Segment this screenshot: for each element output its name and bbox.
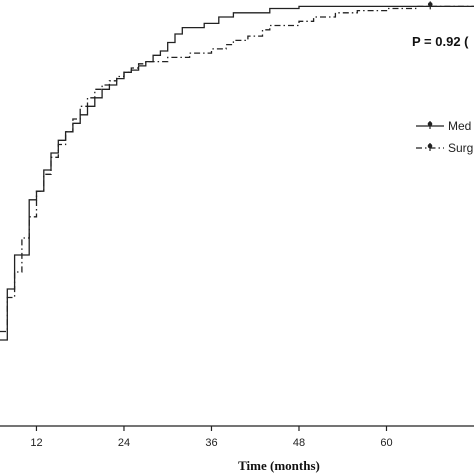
censor-dot [427,2,433,7]
x-tick-label: 36 [205,437,217,449]
plot-area [0,1,474,341]
legend-label: Surg [448,141,473,155]
legend-marker-dot [427,143,433,149]
series-line-surg [0,5,474,333]
legend: Med Surg [416,119,473,155]
p-value-annotation: P = 0.92 ( [412,34,469,49]
x-tick-label: 60 [380,437,392,449]
x-ticks: 12 24 36 48 60 [30,426,393,449]
x-axis-title: Time (months) [238,458,320,473]
legend-label: Med [448,119,471,133]
legend-marker-dot [427,121,433,127]
x-tick-label: 24 [118,437,130,449]
x-tick-label: 48 [293,437,305,449]
series-line-med [0,5,474,341]
x-tick-label: 12 [30,437,42,449]
